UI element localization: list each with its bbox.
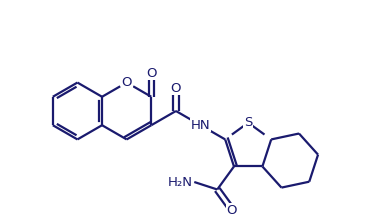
Text: S: S [244,116,253,129]
Text: HN: HN [191,119,211,132]
Text: O: O [146,67,156,80]
Text: O: O [171,82,181,95]
Text: O: O [121,76,132,89]
Text: O: O [226,204,237,217]
Text: H₂N: H₂N [167,175,192,189]
